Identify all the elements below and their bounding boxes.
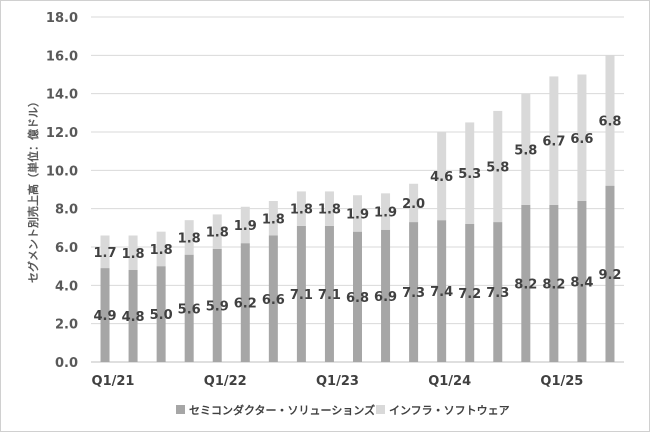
data-label-infrastructure-software: 1.8 — [150, 243, 173, 258]
bar-semiconductor-solutions — [493, 222, 503, 362]
bar-semiconductor-solutions — [437, 220, 447, 362]
data-label-semiconductor-solutions: 6.2 — [234, 297, 257, 312]
data-label-semiconductor-solutions: 7.1 — [318, 288, 341, 303]
bar-semiconductor-solutions — [324, 225, 334, 362]
bar-semiconductor-solutions — [184, 254, 194, 362]
y-tick-label: 12.0 — [46, 126, 78, 141]
data-label-semiconductor-solutions: 6.8 — [346, 291, 369, 306]
data-label-semiconductor-solutions: 5.6 — [178, 302, 201, 317]
data-label-semiconductor-solutions: 9.2 — [598, 268, 621, 283]
data-label-semiconductor-solutions: 6.6 — [262, 293, 285, 308]
data-label-infrastructure-software: 1.8 — [290, 203, 313, 218]
data-label-infrastructure-software: 6.8 — [598, 115, 621, 130]
bar-semiconductor-solutions — [577, 201, 587, 362]
data-label-semiconductor-solutions: 8.4 — [570, 276, 593, 291]
data-label-semiconductor-solutions: 7.2 — [458, 287, 481, 302]
bar-infrastructure-software — [465, 122, 475, 224]
data-label-infrastructure-software: 1.7 — [94, 246, 117, 261]
data-label-infrastructure-software: 1.8 — [262, 212, 285, 227]
x-tick-label: Q1/21 — [92, 374, 135, 389]
bar-infrastructure-software — [577, 74, 587, 201]
data-label-semiconductor-solutions: 8.2 — [542, 277, 565, 292]
bar-infrastructure-software — [409, 183, 419, 223]
data-label-infrastructure-software: 5.3 — [458, 167, 481, 182]
legend-label-semiconductor-solutions: セミコンダクター・ソリューションズ — [189, 403, 375, 417]
bar-infrastructure-software — [240, 206, 250, 244]
data-label-infrastructure-software: 1.9 — [234, 219, 257, 234]
data-label-semiconductor-solutions: 5.0 — [150, 308, 173, 323]
bar-semiconductor-solutions — [465, 224, 475, 362]
y-tick-label: 4.0 — [55, 279, 78, 294]
bar-infrastructure-software — [521, 93, 531, 205]
data-label-infrastructure-software: 6.6 — [570, 132, 593, 147]
bar-infrastructure-software — [156, 231, 166, 267]
data-label-infrastructure-software: 1.8 — [206, 226, 229, 241]
data-label-infrastructure-software: 1.8 — [318, 203, 341, 218]
bar-semiconductor-solutions — [268, 235, 278, 362]
bar-semiconductor-solutions — [100, 268, 110, 362]
y-tick-label: 16.0 — [46, 49, 78, 64]
data-label-infrastructure-software: 5.8 — [514, 143, 537, 158]
bar-infrastructure-software — [212, 214, 222, 249]
bar-infrastructure-software — [493, 110, 503, 223]
y-tick-label: 6.0 — [55, 241, 78, 256]
y-tick-label: 0.0 — [55, 356, 78, 371]
data-label-infrastructure-software: 4.6 — [430, 170, 453, 185]
bar-infrastructure-software — [296, 191, 306, 226]
data-label-infrastructure-software: 1.8 — [122, 247, 145, 262]
data-label-infrastructure-software: 2.0 — [402, 197, 425, 212]
y-tick-label: 14.0 — [46, 88, 78, 103]
bar-infrastructure-software — [128, 235, 138, 270]
data-label-semiconductor-solutions: 8.2 — [514, 277, 537, 292]
bar-semiconductor-solutions — [549, 204, 559, 362]
legend-label-infrastructure-software: インフラ・ソフトウェア — [389, 404, 510, 417]
bar-semiconductor-solutions — [156, 266, 166, 362]
data-label-semiconductor-solutions: 5.9 — [206, 299, 229, 314]
y-tick-label: 8.0 — [55, 203, 78, 218]
bar-semiconductor-solutions — [212, 248, 222, 362]
bar-semiconductor-solutions — [409, 222, 419, 362]
x-tick-label: Q1/25 — [540, 374, 583, 389]
data-label-semiconductor-solutions: 6.9 — [374, 290, 397, 305]
legend-swatch-infrastructure-software — [376, 405, 385, 414]
x-tick-label: Q1/23 — [316, 374, 359, 389]
y-axis-title: セグメント別売上高（単位：億ドル） — [26, 96, 40, 283]
data-label-infrastructure-software: 1.8 — [178, 231, 201, 246]
bar-semiconductor-solutions — [240, 243, 250, 362]
bar-semiconductor-solutions — [605, 185, 615, 362]
bar-infrastructure-software — [605, 55, 615, 186]
bar-semiconductor-solutions — [296, 225, 306, 362]
data-label-semiconductor-solutions: 7.3 — [486, 286, 509, 301]
data-label-infrastructure-software: 1.9 — [346, 207, 369, 222]
data-label-infrastructure-software: 6.7 — [542, 135, 565, 150]
data-label-infrastructure-software: 5.8 — [486, 161, 509, 176]
x-tick-label: Q1/24 — [428, 374, 471, 389]
bar-semiconductor-solutions — [521, 204, 531, 362]
bar-infrastructure-software — [437, 132, 447, 221]
data-label-infrastructure-software: 1.9 — [374, 206, 397, 221]
bar-infrastructure-software — [268, 201, 278, 236]
x-tick-label: Q1/22 — [204, 374, 247, 389]
bar-infrastructure-software — [381, 193, 391, 230]
data-label-semiconductor-solutions: 4.9 — [94, 309, 117, 324]
bar-infrastructure-software — [353, 195, 362, 232]
data-label-semiconductor-solutions: 4.8 — [122, 310, 145, 325]
bar-semiconductor-solutions — [128, 270, 138, 362]
data-label-semiconductor-solutions: 7.1 — [290, 288, 313, 303]
y-tick-label: 10.0 — [46, 164, 78, 179]
bar-infrastructure-software — [549, 76, 559, 205]
bar-semiconductor-solutions — [353, 231, 362, 362]
bar-semiconductor-solutions — [381, 229, 391, 362]
data-label-semiconductor-solutions: 7.4 — [430, 285, 453, 300]
y-tick-label: 2.0 — [55, 318, 78, 333]
bar-infrastructure-software — [100, 235, 110, 269]
data-label-semiconductor-solutions: 7.3 — [402, 286, 425, 301]
bar-infrastructure-software — [184, 220, 194, 255]
legend-swatch-semiconductor-solutions — [176, 405, 185, 414]
y-tick-label: 18.0 — [46, 11, 78, 26]
bar-infrastructure-software — [324, 191, 334, 226]
